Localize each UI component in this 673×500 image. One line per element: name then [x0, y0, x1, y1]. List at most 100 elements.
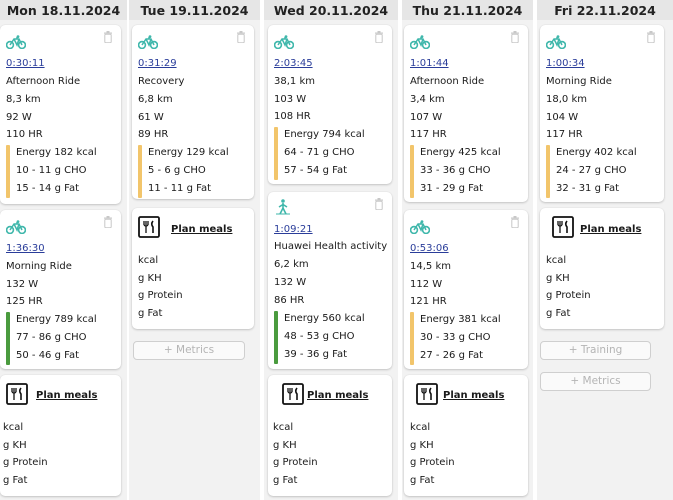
heart-rate: 89 HR: [138, 129, 169, 140]
activity-title: Morning Ride: [6, 261, 72, 272]
fat: 31 - 29 g Fat: [420, 183, 484, 194]
power: 103 W: [274, 94, 307, 105]
cho: 33 - 36 g CHO: [420, 165, 491, 176]
heart-rate: 125 HR: [6, 296, 43, 307]
trash-icon[interactable]: [510, 216, 520, 228]
add-metrics-button[interactable]: + Metrics: [540, 372, 651, 391]
energy: Energy 129 kcal: [148, 147, 229, 158]
duration-link[interactable]: 1:01:44: [410, 58, 449, 69]
cho: 5 - 6 g CHO: [148, 165, 206, 176]
meal-plan-card[interactable]: Plan meals kcal g KH g Protein g Fat: [404, 375, 528, 496]
workout-card[interactable]: 0:30:11 Afternoon Ride 8,3 km 92 W 110 H…: [0, 25, 121, 204]
cutlery-icon: [552, 216, 574, 238]
trash-icon[interactable]: [374, 31, 384, 43]
trash-icon[interactable]: [510, 31, 520, 43]
fat: 50 - 46 g Fat: [16, 350, 80, 361]
trash-icon[interactable]: [236, 31, 246, 43]
meal-fat: g Fat: [3, 475, 28, 486]
meal-plan-card[interactable]: Plan meals kcal g KH g Protein g Fat: [268, 375, 392, 496]
meal-protein: g Protein: [138, 290, 183, 301]
activity-title: Afternoon Ride: [6, 76, 81, 87]
meal-kcal: kcal: [138, 255, 159, 266]
meal-kh: g KH: [410, 440, 434, 451]
power: 112 W: [410, 279, 443, 290]
meal-kh: g KH: [3, 440, 27, 451]
heart-rate: 108 HR: [274, 111, 311, 122]
trash-icon[interactable]: [374, 198, 384, 210]
activity-title: Afternoon Ride: [410, 76, 485, 87]
energy-bar: [274, 311, 278, 364]
bike-icon: [410, 35, 430, 49]
duration-link[interactable]: 0:31:29: [138, 58, 177, 69]
day-header: Mon 18.11.2024: [0, 0, 127, 20]
plan-meals-link[interactable]: Plan meals: [36, 390, 98, 401]
energy-bar: [138, 145, 142, 198]
distance: 8,3 km: [6, 94, 41, 105]
bike-icon: [274, 35, 294, 49]
meal-kh: g KH: [273, 440, 297, 451]
bike-icon: [6, 220, 26, 234]
meal-plan-card[interactable]: Plan meals kcal g KH g Protein g Fat: [132, 208, 254, 329]
trash-icon[interactable]: [646, 31, 656, 43]
cho: 24 - 27 g CHO: [556, 165, 627, 176]
energy-bar: [410, 145, 414, 198]
cutlery-icon: [6, 383, 28, 405]
cho: 48 - 53 g CHO: [284, 331, 355, 342]
plan-meals-link[interactable]: Plan meals: [171, 224, 233, 235]
distance: 38,1 km: [274, 76, 315, 87]
day-header: Wed 20.11.2024: [264, 0, 398, 20]
heart-rate: 86 HR: [274, 295, 305, 306]
activity-person-icon: [276, 199, 290, 215]
plan-meals-link[interactable]: Plan meals: [580, 224, 642, 235]
trash-icon[interactable]: [103, 31, 113, 43]
meal-kcal: kcal: [273, 422, 294, 433]
workout-card[interactable]: 1:01:44 Afternoon Ride 3,4 km 107 W 117 …: [404, 25, 528, 202]
trash-icon[interactable]: [103, 216, 113, 228]
meal-plan-card[interactable]: Plan meals kcal g KH g Protein g Fat: [0, 375, 121, 496]
day-column-thu: Thu 21.11.2024 1:01:44 Afternoon Ride 3,…: [402, 0, 533, 500]
meal-kh: g KH: [546, 273, 570, 284]
fat: 11 - 11 g Fat: [148, 183, 212, 194]
distance: 6,8 km: [138, 94, 173, 105]
duration-link[interactable]: 2:03:45: [274, 58, 313, 69]
duration-link[interactable]: 1:36:30: [6, 243, 45, 254]
workout-card[interactable]: 2:03:45 38,1 km 103 W 108 HR Energy 794 …: [268, 25, 392, 184]
distance: 14,5 km: [410, 261, 451, 272]
meal-kcal: kcal: [410, 422, 431, 433]
energy-bar: [274, 127, 278, 180]
plan-meals-link[interactable]: Plan meals: [307, 390, 369, 401]
bike-icon: [410, 220, 430, 234]
workout-card[interactable]: 1:00:34 Morning Ride 18,0 km 104 W 117 H…: [540, 25, 664, 202]
meal-fat: g Fat: [273, 475, 298, 486]
cho: 30 - 33 g CHO: [420, 332, 491, 343]
workout-card[interactable]: 0:53:06 14,5 km 112 W 121 HR Energy 381 …: [404, 210, 528, 369]
heart-rate: 110 HR: [6, 129, 43, 140]
meal-protein: g Protein: [546, 290, 591, 301]
bike-icon: [6, 35, 26, 49]
duration-link[interactable]: 1:09:21: [274, 224, 313, 235]
energy-bar: [410, 312, 414, 365]
cho: 77 - 86 g CHO: [16, 332, 87, 343]
distance: 18,0 km: [546, 94, 587, 105]
duration-link[interactable]: 0:30:11: [6, 58, 45, 69]
fat: 32 - 31 g Fat: [556, 183, 620, 194]
add-training-button[interactable]: + Training: [540, 341, 651, 360]
workout-card[interactable]: 0:31:29 Recovery 6,8 km 61 W 89 HR Energ…: [132, 25, 254, 199]
day-column-tue: Tue 19.11.2024 0:31:29 Recovery 6,8 km 6…: [129, 0, 260, 500]
duration-link[interactable]: 1:00:34: [546, 58, 585, 69]
day-column-fri: Fri 22.11.2024 1:00:34 Morning Ride 18,0…: [537, 0, 673, 500]
heart-rate: 121 HR: [410, 296, 447, 307]
workout-card[interactable]: 1:36:30 Morning Ride 132 W 125 HR Energy…: [0, 210, 121, 369]
duration-link[interactable]: 0:53:06: [410, 243, 449, 254]
meal-kh: g KH: [138, 273, 162, 284]
plan-meals-link[interactable]: Plan meals: [443, 390, 505, 401]
cutlery-icon: [416, 383, 438, 405]
energy-bar: [6, 312, 10, 365]
add-metrics-button[interactable]: + Metrics: [133, 341, 245, 360]
energy: Energy 402 kcal: [556, 147, 637, 158]
cutlery-icon: [282, 383, 304, 405]
meal-plan-card[interactable]: Plan meals kcal g KH g Protein g Fat: [540, 208, 664, 329]
power: 132 W: [6, 279, 39, 290]
workout-card[interactable]: 1:09:21 Huawei Health activity 6,2 km 13…: [268, 192, 392, 369]
day-header: Fri 22.11.2024: [537, 0, 673, 20]
